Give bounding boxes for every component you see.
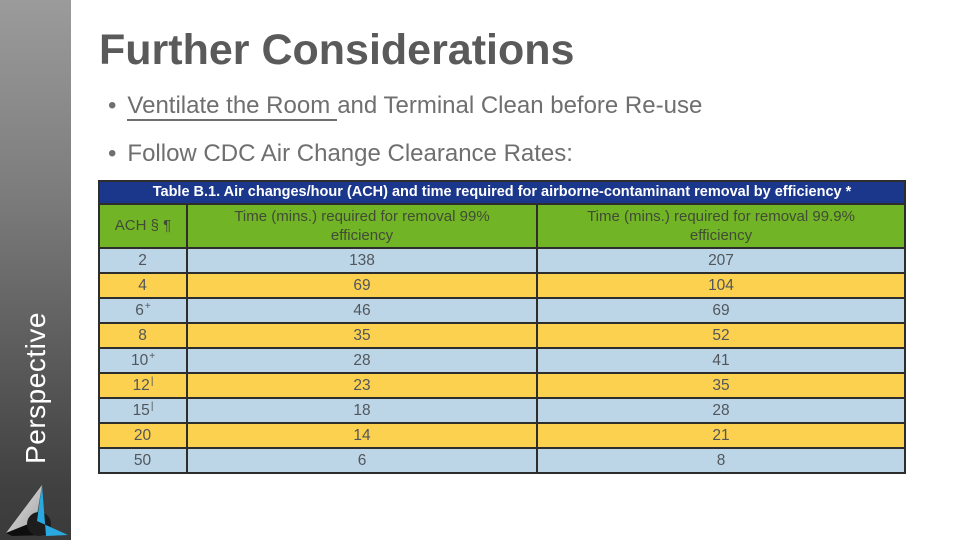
bullet-icon: • [108, 140, 117, 167]
time-999-cell: 41 [535, 347, 907, 374]
table-row: 15| 18 28 [98, 397, 907, 424]
time-99-cell: 14 [186, 422, 538, 449]
page-title: Further Considerations [99, 26, 575, 74]
ach-clearance-table: Table B.1. Air changes/hour (ACH) and ti… [97, 180, 907, 474]
logo-sphere [27, 512, 51, 536]
table-header-row: ACH § ¶ Time (mins.) required for remova… [98, 203, 907, 249]
col-header-ach: ACH § ¶ [98, 203, 188, 249]
table-row: 10+ 28 41 [98, 347, 907, 374]
bullet-icon: • [108, 92, 117, 119]
bullet-rest-text: and Terminal Clean before Re-use [337, 92, 703, 119]
time-99-cell: 138 [186, 247, 538, 274]
ach-cell: 15| [98, 397, 188, 424]
ach-cell: 2 [98, 247, 188, 274]
time-999-cell: 104 [535, 272, 907, 299]
time-99-cell: 69 [186, 272, 538, 299]
ach-cell: 10+ [98, 347, 188, 374]
pyramid-logo-icon [6, 485, 68, 536]
time-99-cell: 18 [186, 397, 538, 424]
col-header-removal-99: Time (mins.) required for removal 99% ef… [186, 203, 538, 249]
ach-cell: 6+ [98, 297, 188, 324]
table-row: 6+ 46 69 [98, 297, 907, 324]
table-row: 50 6 8 [98, 447, 907, 474]
time-999-cell: 69 [535, 297, 907, 324]
bullet-underlined-text: Ventilate the Room [127, 92, 338, 121]
time-99-cell: 35 [186, 322, 538, 349]
bullet-text: Follow CDC Air Change Clearance Rates: [127, 140, 573, 167]
table-title: Table B.1. Air changes/hour (ACH) and ti… [97, 180, 907, 205]
time-999-cell: 21 [535, 422, 907, 449]
table-row: 12| 23 35 [98, 372, 907, 399]
table-row: 4 69 104 [98, 272, 907, 299]
table-row: 2 138 207 [98, 247, 907, 274]
time-999-cell: 28 [535, 397, 907, 424]
logo-blue-facet [37, 485, 68, 536]
footnote-marker: | [150, 400, 154, 412]
time-999-cell: 35 [535, 372, 907, 399]
bullet-line-ventilate: • Ventilate the Room and Terminal Clean be… [108, 92, 703, 121]
table-row: 20 14 21 [98, 422, 907, 449]
time-999-cell: 8 [535, 447, 907, 474]
col-header-removal-999: Time (mins.) required for removal 99.9% … [535, 203, 907, 249]
ach-cell: 12| [98, 372, 188, 399]
sidebar-label-wrap: Perspective [0, 298, 71, 478]
ach-cell: 8 [98, 322, 188, 349]
footnote-marker: + [149, 350, 156, 362]
brand-vertical-label: Perspective [19, 312, 51, 464]
time-999-cell: 52 [535, 322, 907, 349]
time-999-cell: 207 [535, 247, 907, 274]
table-body: 2 138 207 4 69 104 6+ 46 69 8 35 52 10+ 28 41 12| 23 35 15… [98, 247, 907, 474]
footnote-marker: + [144, 300, 151, 312]
table-title-row: Table B.1. Air changes/hour (ACH) and ti… [97, 180, 907, 205]
footnote-marker: | [150, 375, 154, 387]
table-row: 8 35 52 [98, 322, 907, 349]
ach-cell: 20 [98, 422, 188, 449]
ach-cell: 50 [98, 447, 188, 474]
time-99-cell: 46 [186, 297, 538, 324]
bullet-line-cdc: • Follow CDC Air Change Clearance Rates: [108, 140, 573, 168]
time-99-cell: 23 [186, 372, 538, 399]
time-99-cell: 6 [186, 447, 538, 474]
sidebar: Perspective [0, 0, 71, 540]
time-99-cell: 28 [186, 347, 538, 374]
ach-cell: 4 [98, 272, 188, 299]
